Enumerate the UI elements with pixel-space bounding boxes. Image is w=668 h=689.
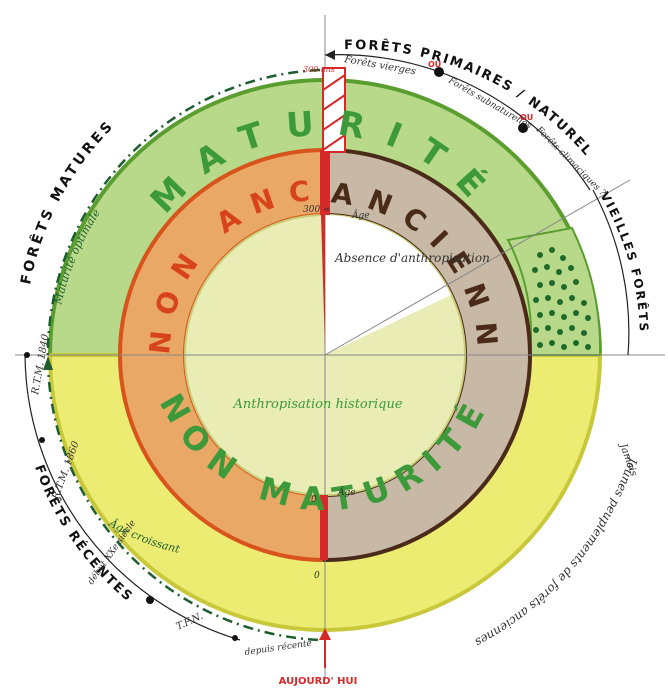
timeline-dot-3 (146, 596, 154, 604)
ou-dot-2 (518, 123, 528, 133)
anthropisation-label: Anthropisation historique (232, 397, 402, 412)
absence-label: Absence d'anthropisation (334, 251, 490, 265)
timeline-dot-1 (24, 352, 30, 358)
depuis-recente-label: depuis récente (244, 638, 313, 658)
diagonal-axis (324, 179, 631, 356)
absence-anthropisation-sector (325, 215, 451, 355)
top-arc-arrow (325, 50, 335, 60)
dashed-arrow-head (43, 356, 53, 370)
ans-marker-label: 300 ans (303, 65, 335, 74)
zero-marker-label: 0 (314, 571, 320, 581)
red-age-bar (320, 150, 330, 215)
age-top-label: Âge (351, 209, 370, 221)
aujourd-hui-arrow-head (319, 628, 331, 640)
red-lower-bar (320, 495, 328, 560)
infinity-top-label: 300 ∞ (303, 205, 331, 215)
zero-bottom-label: 0 (311, 495, 317, 505)
ou-label-2: OU (520, 113, 533, 122)
ou-label-1: OU (428, 60, 441, 69)
hatch-lines (322, 74, 346, 151)
timeline-dot-4 (232, 635, 238, 641)
right-outer-arc (592, 189, 630, 356)
age-bottom-label: Âge (337, 486, 356, 498)
timeline-dot-2 (39, 437, 45, 443)
vieilles-forets-label: VIEILLES FORÊTS (597, 190, 651, 334)
aujourd-hui-label: AUJOURD' HUI (279, 676, 358, 687)
dots-pattern (532, 247, 591, 350)
top-outer-arc (324, 54, 591, 191)
red-wedge (321, 215, 325, 350)
left-outer-arc (24, 354, 241, 641)
maturity-dashed-path (46, 68, 321, 642)
ou-dot-1 (434, 67, 444, 77)
